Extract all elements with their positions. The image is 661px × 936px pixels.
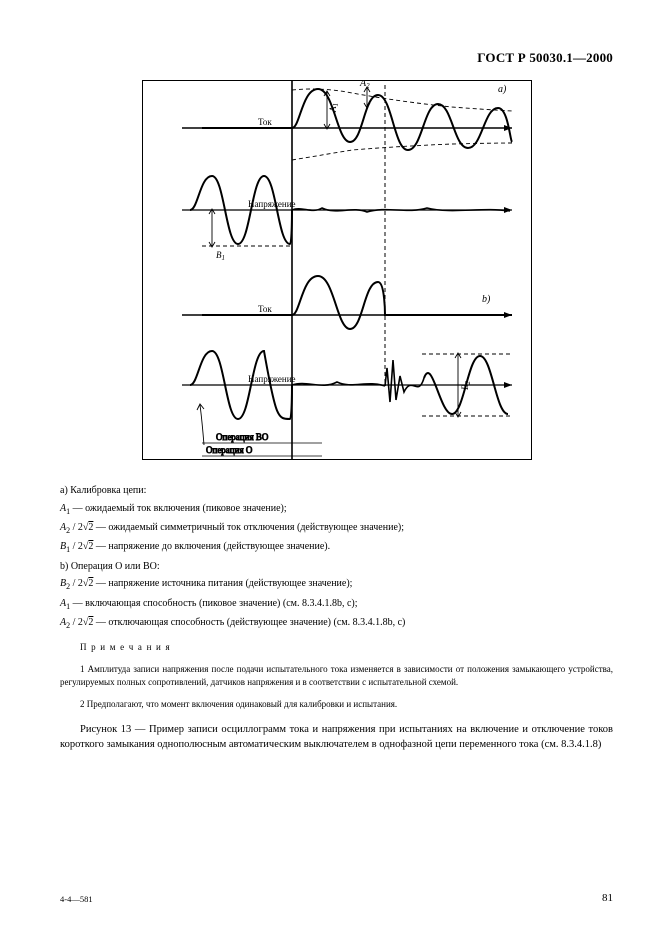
figure-caption: Рисунок 13 — Пример записи осциллограмм … bbox=[60, 722, 613, 752]
footer-right: 81 bbox=[602, 892, 613, 904]
svg-text:Операция ВО: Операция ВО bbox=[216, 432, 269, 442]
svg-text:а): а) bbox=[498, 84, 507, 95]
page-header: ГОСТ Р 50030.1—2000 bbox=[60, 50, 613, 66]
legend-a1b: A1 — включающая способность (пиковое зна… bbox=[60, 596, 613, 613]
footer-left: 4-4—581 bbox=[60, 894, 93, 904]
note-2: 2 Предполагают, что момент включения оди… bbox=[60, 698, 613, 711]
legend-a1: A1 — ожидаемый ток включения (пиковое зн… bbox=[60, 501, 613, 518]
svg-text:Ток: Ток bbox=[258, 117, 272, 127]
svg-text:Операция О: Операция О bbox=[206, 445, 253, 455]
legend-a-title: а) Калибровка цепи: bbox=[60, 483, 613, 499]
legend-b1: B1 / 2√2 — напряжение до включения (дейс… bbox=[60, 539, 613, 556]
svg-text:Напряжение: Напряжение bbox=[248, 199, 296, 209]
svg-text:b): b) bbox=[482, 294, 491, 305]
svg-text:Напряжение: Напряжение bbox=[248, 374, 296, 384]
svg-text:A1: A1 bbox=[328, 103, 340, 113]
svg-text:Ток: Ток bbox=[258, 304, 272, 314]
legend-b-title: b) Операция О или ВО: bbox=[60, 559, 613, 575]
oscillogram-svg: A1 A2 Ток а) bbox=[142, 80, 532, 460]
svg-text:B1: B1 bbox=[216, 250, 225, 262]
legend-a2: A2 / 2√2 — ожидаемый симметричный ток от… bbox=[60, 520, 613, 537]
svg-text:A2: A2 bbox=[359, 80, 370, 90]
notes-title: П р и м е ч а н и я bbox=[60, 641, 613, 654]
svg-text:B2: B2 bbox=[460, 381, 472, 391]
notes-block: П р и м е ч а н и я 1 Амплитуда записи н… bbox=[60, 641, 613, 711]
legend-b2: B2 / 2√2 — напряжение источника питания … bbox=[60, 576, 613, 593]
note-1: 1 Амплитуда записи напряжения после пода… bbox=[60, 663, 613, 689]
legend-a2b: A2 / 2√2 — отключающая способность (дейс… bbox=[60, 615, 613, 632]
legend-block: а) Калибровка цепи: A1 — ожидаемый ток в… bbox=[60, 483, 613, 632]
figure-13: A1 A2 Ток а) bbox=[60, 80, 613, 465]
